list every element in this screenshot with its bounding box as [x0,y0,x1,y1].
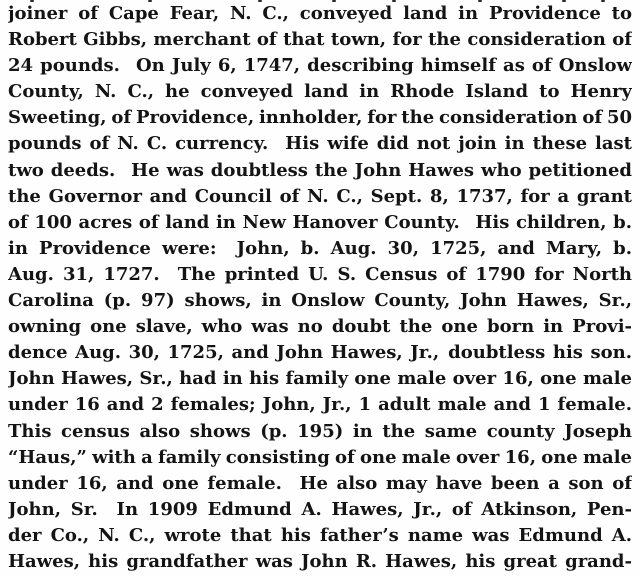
text-line: under 16, and one female. He also may ha… [8,472,632,494]
text-line: County, N. C., he conveyed land in Rhode… [8,81,632,103]
scan-speck [30,0,34,2]
text-line: John Hawes, Sr., had in his family one m… [8,368,632,390]
text-line: owning one slave, who was no doubt the o… [8,316,632,338]
scan-speck [392,0,396,2]
scan-speck [148,0,152,2]
scan-speck [562,0,566,2]
scan-speck [332,0,336,2]
scan-speck [258,0,262,2]
text-line: der Co., N. C., wrote that his father’s … [8,524,632,546]
text-line: 24 pounds. On July 6, 1747, describing h… [8,55,632,77]
text-line: of 100 acres of land in New Hanover Coun… [8,211,632,233]
text-line: joiner of Cape Fear, N. C., conveyed lan… [8,3,632,24]
text-line: Hawes, his grandfather was John R. Hawes… [8,550,632,572]
text-line: “Haus,” with a family consisting of one … [8,446,632,468]
scan-speck [601,0,605,2]
text-line: Carolina (p. 97) shows, in Onslow County… [8,290,632,312]
text-line: the Governor and Council of N. C., Sept.… [8,185,632,207]
scan-speck [478,0,482,2]
text-line: in Providence were: John, b. Aug. 30, 17… [8,237,632,259]
text-line: Aug. 31, 1727. The printed U. S. Census … [8,263,632,285]
text-line: two deeds. He was doubtless the John Haw… [8,159,632,181]
text-line: This census also shows (p. 195) in the s… [8,420,632,442]
text-line: Sweeting, of Providence, innholder, for … [8,107,632,129]
text-line: dence Aug. 30, 1725, and John Hawes, Jr.… [8,342,632,364]
text-line: pounds of N. C. currency. His wife did n… [8,133,632,155]
text-line: Robert Gibbs, merchant of that town, for… [8,29,632,51]
text-line: under 16 and 2 females; John, Jr., 1 adu… [8,394,632,416]
text-line: John, Sr. In 1909 Edmund A. Hawes, Jr., … [8,498,632,520]
scan-artifacts [0,0,640,3]
